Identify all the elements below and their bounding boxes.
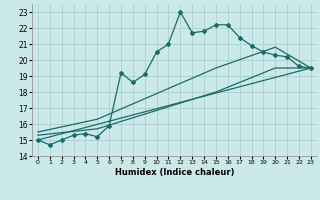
X-axis label: Humidex (Indice chaleur): Humidex (Indice chaleur) xyxy=(115,168,234,177)
